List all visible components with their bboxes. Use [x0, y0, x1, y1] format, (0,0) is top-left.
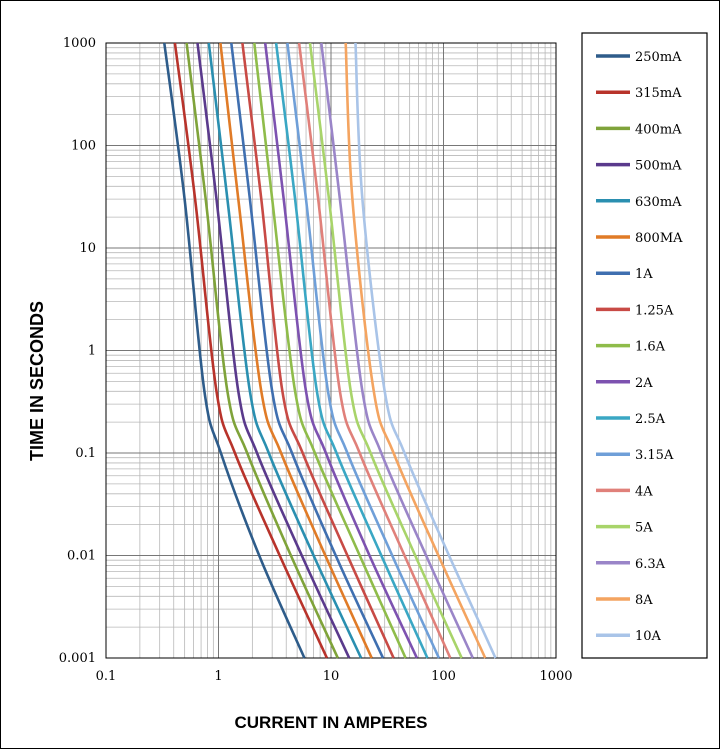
series-line-400mA	[185, 42, 339, 659]
legend-label: 6.3A	[635, 557, 666, 572]
y-tick-label: 0.001	[59, 651, 96, 666]
series-lines	[163, 42, 497, 659]
legend-label: 250mA	[635, 50, 682, 65]
plot-area-border	[105, 42, 557, 659]
legend-label: 4A	[635, 484, 653, 499]
series-line-630mA	[207, 42, 363, 659]
y-tick-label: 1	[88, 344, 96, 359]
legend-label: 1.25A	[635, 303, 674, 318]
x-tick-label: 100	[431, 669, 456, 684]
legend-items: 250mA 315mA 400mA 500mA 630mA 800MA 1A 1.25A 1.6…	[596, 50, 683, 644]
y-axis-label: TIME IN SECONDS	[27, 301, 47, 461]
series-line-10A	[354, 42, 497, 659]
y-tick-label: 10	[79, 241, 96, 256]
y-tick-label: 0.01	[67, 549, 96, 564]
series-line-8A	[344, 42, 487, 659]
series-line-1.25A	[241, 42, 395, 659]
legend-label: 315mA	[635, 86, 682, 101]
legend-label: 400mA	[635, 122, 682, 137]
series-line-500mA	[196, 42, 351, 659]
y-tick-label: 1000	[63, 36, 96, 51]
series-line-5A	[308, 42, 463, 659]
legend-label: 800MA	[635, 231, 683, 246]
x-axis-ticks: 0.1 1 10 100 1000	[96, 669, 573, 684]
legend-label: 2.5A	[635, 412, 666, 427]
series-line-2A	[263, 42, 419, 659]
series-line-800MA	[219, 42, 373, 659]
series-line-250mA	[163, 42, 306, 659]
y-tick-label: 0.1	[75, 446, 96, 461]
series-line-6.3A	[320, 42, 474, 659]
legend-label: 1.6A	[635, 340, 666, 355]
legend-label: 1A	[635, 267, 653, 282]
legend-label: 10A	[635, 629, 662, 644]
legend-label: 2A	[635, 376, 653, 391]
x-tick-label: 10	[323, 669, 340, 684]
legend-label: 3.15A	[635, 448, 674, 463]
series-line-4A	[297, 42, 452, 659]
legend-label: 8A	[635, 593, 653, 608]
series-line-1.6A	[253, 42, 407, 659]
series-line-315mA	[173, 42, 329, 659]
series-line-2.5A	[274, 42, 429, 659]
legend-label: 5A	[635, 521, 653, 536]
x-tick-label: 1000	[539, 669, 572, 684]
x-tick-label: 1	[214, 669, 222, 684]
x-axis-label: CURRENT IN AMPERES	[235, 713, 428, 732]
series-line-3.15A	[286, 42, 441, 659]
y-axis-ticks: 1000 100 10 1 0.1 0.01 0.001	[59, 36, 96, 666]
x-tick-label: 0.1	[96, 669, 117, 684]
legend-label: 500mA	[635, 159, 682, 174]
y-tick-label: 100	[71, 139, 96, 154]
legend-label: 630mA	[635, 195, 682, 210]
series-line-1A	[230, 42, 385, 659]
